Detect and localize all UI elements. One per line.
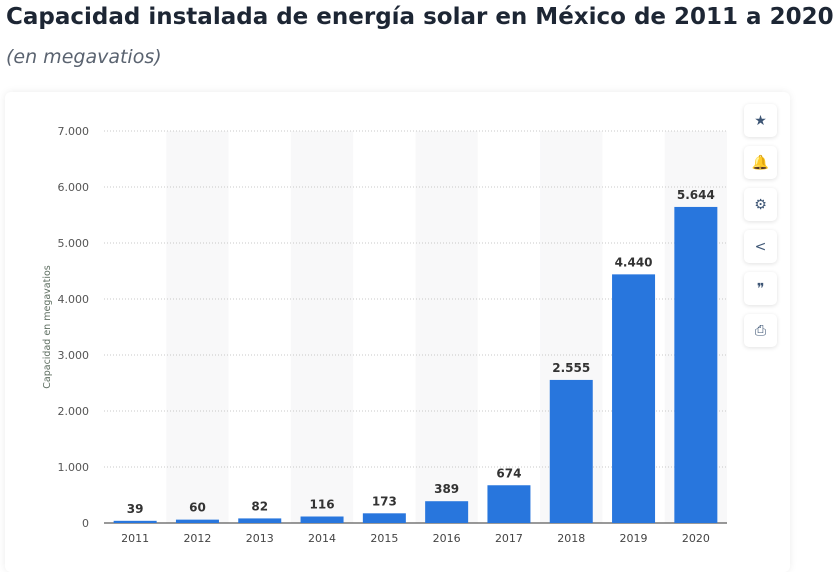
chart-title: Capacidad instalada de energía solar en … [6,4,834,30]
x-tick-label: 2020 [682,532,710,545]
x-tick-label: 2019 [620,532,648,545]
x-tick-label: 2018 [557,532,585,545]
bar [549,379,593,523]
bar [487,485,531,523]
y-tick-label: 5.000 [58,237,90,250]
x-tick-label: 2013 [246,532,274,545]
print-button[interactable]: ⎙ [744,314,777,347]
data-label: 5.644 [677,188,715,202]
x-tick-label: 2014 [308,532,336,545]
x-tick-label: 2016 [433,532,461,545]
share-button[interactable]: < [744,230,777,263]
data-label: 2.555 [552,361,590,375]
x-tick-label: 2017 [495,532,523,545]
gear-icon: ⚙ [754,196,767,213]
x-tick-label: 2015 [370,532,398,545]
data-label: 674 [496,466,521,480]
share-icon: < [754,238,767,255]
data-label: 82 [251,499,268,513]
y-tick-label: 4.000 [58,293,90,306]
band [166,131,229,523]
bar [238,518,282,523]
y-tick-label: 3.000 [58,349,90,362]
x-tick-label: 2012 [183,532,211,545]
bar [362,513,406,523]
gear-button[interactable]: ⚙ [744,188,777,221]
bar [674,206,718,523]
bar [300,516,344,523]
quote-button[interactable]: ❞ [744,272,777,305]
x-tick-label: 2011 [121,532,149,545]
data-label: 116 [310,498,335,512]
bar [612,274,656,523]
bar [175,519,219,523]
band [415,131,478,523]
y-tick-label: 7.000 [58,125,90,138]
data-label: 4.440 [615,255,653,269]
bar-chart: 0 1.000 2.000 3.000 4.000 5.000 6.000 7.000 39 20… [42,125,727,545]
data-label: 60 [189,501,206,515]
chart-card [5,92,790,572]
chart-subtitle: (en megavatios) [6,46,162,68]
quote-icon: ❞ [756,280,765,297]
star-icon: ★ [754,112,767,129]
bar [425,501,469,523]
y-tick-label: 1.000 [58,461,90,474]
data-label: 173 [372,494,397,508]
y-axis-label: Capacidad en megavatios [42,265,53,389]
bar [113,520,157,523]
band [290,131,354,523]
y-tick-label: 2.000 [58,405,90,418]
bell-button[interactable]: 🔔 [744,146,777,179]
bell-icon: 🔔 [751,154,770,171]
data-label: 389 [434,482,459,496]
y-tick-label: 6.000 [58,181,90,194]
print-icon: ⎙ [754,322,767,339]
y-tick-label: 0 [82,517,89,530]
data-label: 39 [127,502,144,516]
star-button[interactable]: ★ [744,104,777,137]
